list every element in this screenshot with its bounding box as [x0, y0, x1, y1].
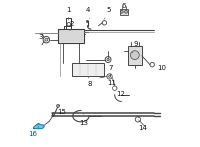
Text: 6: 6 — [121, 3, 126, 13]
Circle shape — [109, 75, 111, 77]
Text: 11: 11 — [107, 75, 116, 86]
Circle shape — [86, 20, 89, 23]
Circle shape — [120, 10, 123, 13]
Bar — [128, 46, 142, 65]
Circle shape — [107, 58, 109, 61]
Circle shape — [57, 104, 60, 107]
Bar — [120, 9, 128, 15]
Text: 16: 16 — [28, 126, 39, 137]
Text: 4: 4 — [85, 7, 90, 18]
Text: 7: 7 — [108, 59, 113, 71]
Circle shape — [125, 10, 127, 13]
Text: 14: 14 — [138, 120, 147, 131]
Text: 10: 10 — [154, 63, 166, 71]
Circle shape — [130, 51, 139, 60]
Text: 9: 9 — [132, 41, 138, 53]
Text: 5: 5 — [104, 7, 111, 19]
Circle shape — [45, 38, 48, 41]
Text: 12: 12 — [116, 87, 125, 97]
Bar — [72, 63, 104, 76]
Text: 3: 3 — [38, 34, 49, 40]
Bar — [58, 29, 84, 43]
Polygon shape — [34, 123, 44, 129]
Text: 1: 1 — [66, 7, 71, 20]
Text: 15: 15 — [57, 105, 66, 115]
Text: 8: 8 — [87, 76, 92, 87]
Text: 13: 13 — [79, 115, 88, 126]
Text: 2: 2 — [70, 21, 74, 31]
